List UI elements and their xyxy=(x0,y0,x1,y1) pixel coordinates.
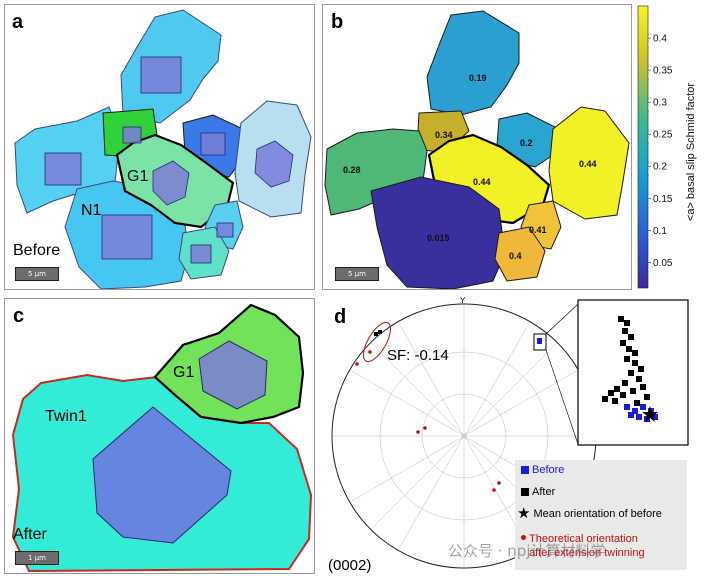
legend-theory-line1: Theoretical orientation xyxy=(529,533,638,545)
colorbar-tick-label: 0.3 xyxy=(653,98,667,109)
scalebar-b: 5 μm xyxy=(335,267,379,281)
theory-point-1 xyxy=(368,350,372,354)
crystal-cube-5 xyxy=(200,132,226,156)
panel-c-twin-map: G1 Twin1 After xyxy=(11,303,313,573)
theory-point-2 xyxy=(355,362,359,366)
inset-mean-star xyxy=(642,406,658,422)
colorbar-tick-label: 0.15 xyxy=(653,194,673,205)
value-0.4: 0.4 xyxy=(509,251,522,261)
crystal-cube-9 xyxy=(216,222,234,238)
panel-a: a G1 N1 Before 5 xyxy=(4,4,315,290)
sf-annotation: SF: -0.14 xyxy=(387,347,449,364)
label-twin1: Twin1 xyxy=(45,408,87,425)
theory-dot-icon xyxy=(521,535,526,540)
scalebar-c: 1 μm xyxy=(15,551,59,565)
legend-theory-line2: after extension twinning xyxy=(529,547,645,559)
legend-after: After xyxy=(521,486,555,498)
crystal-cube-6 xyxy=(254,140,294,188)
zoom-source-marker xyxy=(537,338,542,344)
legend: Before After ★ Mean orientation of befor… xyxy=(515,460,687,570)
theory-point-3 xyxy=(416,430,420,434)
pole-label: (0002) xyxy=(328,557,371,574)
colorbar-tick-label: 0.1 xyxy=(653,226,667,237)
legend-mean-label: Mean orientation of before xyxy=(533,508,662,520)
legend-after-label: After xyxy=(532,486,556,498)
value-0.34: 0.34 xyxy=(435,130,453,140)
value-0.19: 0.19 xyxy=(469,73,487,83)
value-0.41: 0.41 xyxy=(529,225,547,235)
crystal-cube-3 xyxy=(101,214,153,260)
grain-b-0.44-right xyxy=(548,106,630,220)
panel-d: d Y SF: -0.14 xyxy=(322,294,704,581)
zoom-line-2 xyxy=(545,349,579,445)
panel-c: c G1 Twin1 After 1 μm xyxy=(4,298,315,574)
value-0.015: 0.015 xyxy=(427,233,450,243)
value-0.28: 0.28 xyxy=(343,165,361,175)
panel-a-grain-map: G1 N1 Before xyxy=(13,9,312,289)
colorbar-label: <a> basal slip Schmid factor xyxy=(685,83,697,222)
label-g1: G1 xyxy=(127,168,148,185)
grain-b-0.015 xyxy=(370,176,506,289)
axis-y: Y xyxy=(460,296,466,305)
crystal-cube-1 xyxy=(140,56,182,94)
scalebar-a: 5 μm xyxy=(15,267,59,281)
colorbar-tick-label: 0.05 xyxy=(653,258,673,269)
colorbar-tick-label: 0.4 xyxy=(653,34,667,45)
pole-figure: Y SF: -0.14 xyxy=(328,296,689,574)
colorbar: 0.4 0.35 0.3 0.25 0.2 0.15 0.1 0.05 <a> basal s… xyxy=(637,5,697,289)
colorbar-tick-label: 0.25 xyxy=(653,130,673,141)
panel-b: b 0.19 0.34 0.2 0.28 0.44 0.44 0.015 0.4… xyxy=(322,4,632,290)
label-before: Before xyxy=(13,242,60,259)
grain-b-0.4 xyxy=(494,226,546,282)
theory-point-5 xyxy=(492,488,496,492)
legend-theory: Theoretical orientation after extension … xyxy=(521,532,645,560)
value-0.2: 0.2 xyxy=(520,138,533,148)
colorbar-gradient xyxy=(637,5,649,289)
sf-ellipse xyxy=(363,321,391,363)
legend-before-label: Before xyxy=(532,464,565,476)
panel-a-label: a xyxy=(12,11,24,33)
crystal-cube-8 xyxy=(190,244,212,264)
crystal-cube-7 xyxy=(152,160,190,206)
crystal-cube-2 xyxy=(44,152,82,186)
crystal-cube-4 xyxy=(122,126,142,144)
label-after: After xyxy=(13,526,47,543)
watermark: 公众号 · npj计算材料学 xyxy=(448,542,606,560)
grain-b-0.19 xyxy=(426,10,520,116)
legend-before: Before xyxy=(521,464,564,476)
colorbar-tick-label: 0.2 xyxy=(653,162,667,173)
label-g1-c: G1 xyxy=(173,364,194,381)
panel-d-label: d xyxy=(334,306,347,328)
label-n1: N1 xyxy=(81,202,102,219)
panel-b-schmid-map: 0.19 0.34 0.2 0.28 0.44 0.44 0.015 0.41 … xyxy=(324,10,630,289)
star-icon: ★ xyxy=(517,505,531,522)
value-0.44-right: 0.44 xyxy=(579,159,597,169)
zoom-source-box xyxy=(533,333,547,351)
crystal-cube-twin xyxy=(92,406,232,544)
crystal-cube-g1 xyxy=(198,340,268,410)
zoom-line-1 xyxy=(545,303,579,335)
value-0.44-center: 0.44 xyxy=(473,177,491,187)
after-square-icon xyxy=(521,488,529,496)
before-square-icon xyxy=(521,466,529,474)
theory-point-6 xyxy=(497,481,501,485)
panel-c-label: c xyxy=(13,305,25,327)
panel-b-label: b xyxy=(331,11,344,33)
after-point-d1 xyxy=(374,332,378,336)
after-point-d2 xyxy=(378,330,382,334)
colorbar-tick-label: 0.35 xyxy=(653,66,673,77)
legend-mean: ★ Mean orientation of before xyxy=(517,505,662,522)
theory-point-4 xyxy=(423,426,427,430)
